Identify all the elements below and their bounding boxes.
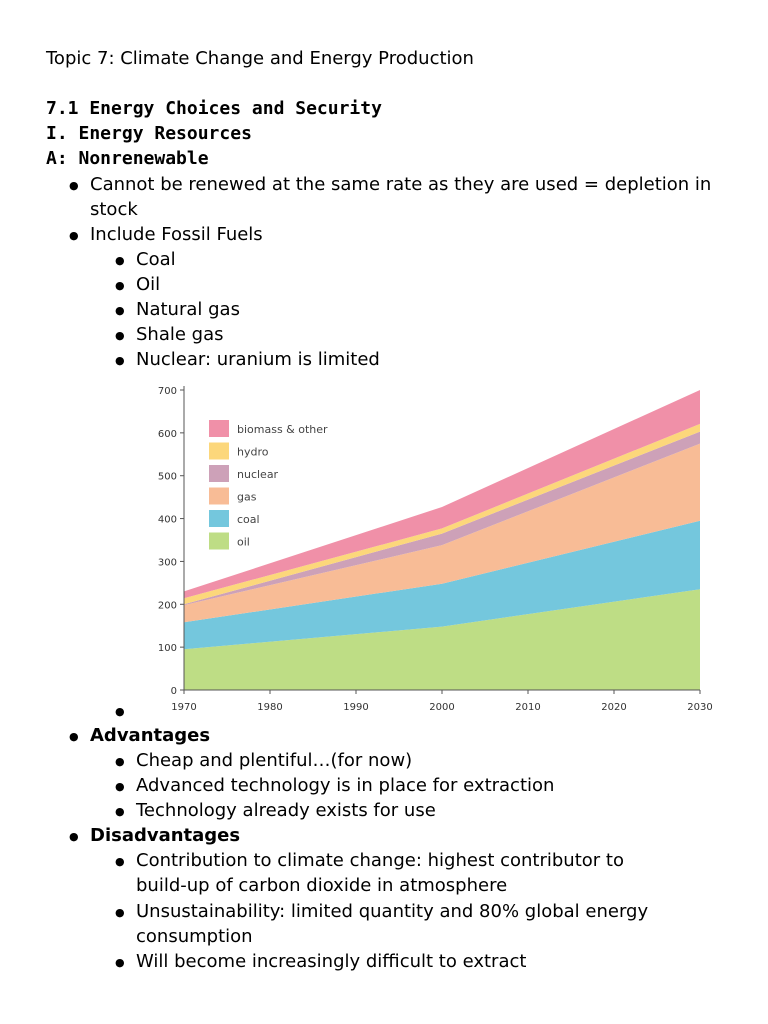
legend-swatch: [209, 420, 229, 437]
legend-label: gas: [237, 491, 257, 504]
disadvantage-item-line2: consumption: [136, 926, 253, 947]
fossil-item-shale-gas: Shale gas: [136, 324, 224, 345]
disadvantage-item-line2: build-up of carbon dioxide in atmosphere: [136, 875, 508, 896]
disadvantage-item-line1: Contribution to climate change: highest …: [136, 850, 624, 871]
bullet-marker: ●: [69, 830, 79, 843]
legend-label: coal: [237, 513, 260, 526]
bullet-marker: ●: [115, 855, 125, 868]
bullet-marker: ●: [115, 755, 125, 768]
area-biomass-other: [184, 390, 700, 599]
energy-stacked-area-chart: 0 100 200 300 400 500 600 700 1970 1980 1990 2000 20…: [158, 386, 713, 713]
x-tick-label: 1980: [257, 702, 282, 713]
bullet-depletion-line1: Cannot be renewed at the same rate as th…: [90, 174, 712, 195]
advantages-label: Advantages: [90, 725, 211, 746]
y-tick-label: 200: [158, 600, 177, 611]
y-tick-label: 100: [158, 643, 177, 654]
y-tick-label: 600: [158, 429, 177, 440]
legend-label: biomass & other: [237, 423, 328, 436]
fossil-item-nuclear: Nuclear: uranium is limited: [136, 349, 380, 370]
legend-swatch: [209, 532, 229, 550]
legend-label: oil: [237, 536, 250, 549]
bullet-marker: ●: [115, 279, 125, 292]
bullet-marker: ●: [69, 229, 79, 242]
disadvantage-item-line1: Unsustainability: limited quantity and 8…: [136, 901, 649, 922]
y-tick-label: 700: [158, 386, 177, 397]
y-tick-label: 500: [158, 472, 177, 483]
area-oil: [184, 589, 700, 690]
x-tick-label: 2030: [687, 702, 712, 713]
bullet-marker: ●: [115, 780, 125, 793]
legend-label: nuclear: [237, 468, 279, 481]
bullet-marker: ●: [115, 705, 125, 718]
area-gas: [184, 443, 700, 623]
bullet-depletion-line2: stock: [90, 199, 138, 220]
legend-swatch: [209, 510, 229, 527]
bullet-marker: ●: [115, 304, 125, 317]
section-heading: 7.1 Energy Choices and Security: [46, 98, 382, 119]
x-tick-label: 1990: [343, 702, 368, 713]
advantage-item: Cheap and plentiful…(for now): [136, 750, 413, 771]
y-tick-label: 400: [158, 515, 177, 526]
bullet-marker: ●: [115, 254, 125, 267]
advantage-item: Advanced technology is in place for extr…: [136, 775, 555, 796]
fossil-item-natural-gas: Natural gas: [136, 299, 240, 320]
bullet-fossil-fuels: Include Fossil Fuels: [90, 224, 263, 245]
fossil-item-oil: Oil: [136, 274, 161, 295]
bullet-marker: ●: [115, 354, 125, 367]
x-tick-label: 1970: [171, 702, 196, 713]
bullet-marker: ●: [69, 179, 79, 192]
x-tick-label: 2010: [515, 702, 540, 713]
fossil-item-coal: Coal: [136, 249, 176, 270]
topic-title: Topic 7: Climate Change and Energy Produ…: [46, 48, 474, 69]
disadvantages-label: Disadvantages: [90, 825, 241, 846]
category-heading: A: Nonrenewable: [46, 148, 209, 169]
legend-swatch: [209, 465, 229, 482]
legend-swatch: [209, 487, 229, 505]
subsection-heading: I. Energy Resources: [46, 123, 252, 144]
bullet-marker: ●: [115, 906, 125, 919]
y-tick-label: 300: [158, 557, 177, 568]
y-tick-label: 0: [171, 686, 177, 697]
bullet-marker: ●: [115, 329, 125, 342]
disadvantage-item-line1: Will become increasingly difficult to ex…: [136, 951, 527, 972]
legend-label: hydro: [237, 446, 269, 459]
bullet-marker: ●: [115, 956, 125, 969]
advantage-item: Technology already exists for use: [136, 800, 436, 821]
area-coal: [184, 520, 700, 650]
legend-swatch: [209, 442, 229, 460]
x-tick-label: 2020: [601, 702, 626, 713]
bullet-marker: ●: [115, 805, 125, 818]
area-hydro: [184, 423, 700, 605]
x-tick-label: 2000: [429, 702, 454, 713]
bullet-marker: ●: [69, 730, 79, 743]
